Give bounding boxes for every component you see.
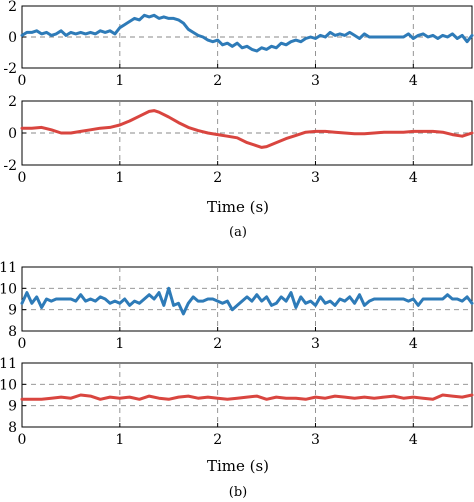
x-tick-label: 0: [18, 336, 27, 352]
x-tick-label: 3: [311, 432, 320, 448]
x-tick-label: 1: [115, 170, 124, 186]
x-tick-label: 0: [18, 170, 27, 186]
x-tick-label: 0: [18, 432, 27, 448]
y-tick-label: 2: [8, 94, 17, 110]
x-tick-label: 2: [213, 73, 222, 89]
x-tick-label: 4: [409, 73, 418, 89]
y-tick-label: 0: [8, 30, 17, 46]
x-tick-label: 4: [409, 336, 418, 352]
y-tick-label: 11: [0, 260, 17, 276]
y-tick-label: 10: [0, 281, 17, 297]
caption-b: (b): [229, 485, 247, 500]
plot-a-bottom: 0 1 2 3 420-2: [3, 94, 474, 186]
plot-a-top: 0 1 2 3 420-2: [3, 0, 474, 89]
series-line: [20, 286, 474, 316]
y-tick-label: 11: [0, 356, 17, 372]
series-line: [20, 109, 474, 149]
y-tick-label: 10: [0, 377, 17, 393]
plot-b-bottom: 0 1 2 3 4 11 10 9 8: [0, 356, 474, 448]
y-tick-label: 2: [8, 0, 17, 15]
x-tick-label: 2: [213, 336, 222, 352]
y-tick-label: 8: [8, 324, 17, 340]
x-tick-label: 0: [18, 73, 27, 89]
x-tick-label: 3: [311, 73, 320, 89]
y-tick-label: 9: [8, 399, 17, 415]
x-axis-label-a: Time (s): [207, 198, 269, 216]
series-line: [20, 13, 474, 53]
x-tick-label: 4: [409, 432, 418, 448]
x-tick-label: 3: [311, 336, 320, 352]
plot-frame: [21, 266, 473, 332]
x-tick-label: 2: [213, 432, 222, 448]
x-tick-label: 1: [115, 432, 124, 448]
x-tick-label: 1: [115, 73, 124, 89]
y-tick-label: 0: [8, 126, 17, 142]
x-tick-label: 2: [213, 170, 222, 186]
x-tick-label: 1: [115, 336, 124, 352]
y-tick-label: 9: [8, 303, 17, 319]
series-line: [20, 393, 474, 401]
y-tick-label: -2: [3, 158, 17, 174]
caption-a: (a): [229, 225, 247, 240]
y-tick-label: 8: [8, 420, 17, 436]
plot-b-top: 0 1 2 3 4 11 10 9 8: [0, 260, 474, 352]
x-tick-label: 3: [311, 170, 320, 186]
x-tick-label: 4: [409, 170, 418, 186]
y-tick-label: -2: [3, 61, 17, 77]
x-axis-label-b: Time (s): [207, 457, 269, 475]
